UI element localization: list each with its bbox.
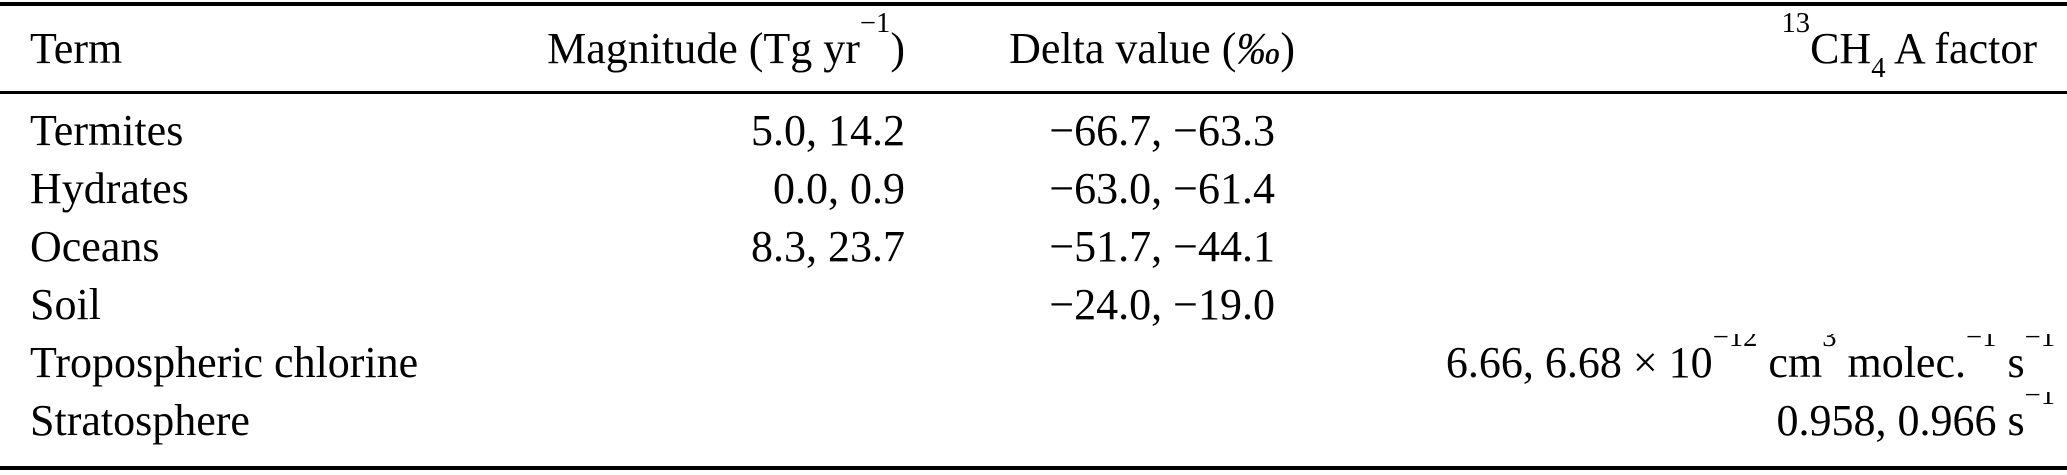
cell-magnitude: 0.0, 0.9 — [773, 164, 905, 213]
cell-afactor: 0.958, 0.966 s−1 — [1776, 392, 2055, 445]
cell-delta — [905, 334, 1295, 392]
cell-magnitude — [480, 276, 905, 334]
table-row-tropospheric-chlorine: Tropospheric chlorine 6.66, 6.68 × 10−12 … — [0, 334, 2067, 392]
table-header: Term Magnitude (Tg yr−1) Delta value (‰) 13… — [0, 4, 2067, 94]
table-row-stratosphere: Stratosphere 0.958, 0.966 s−1 — [0, 392, 2067, 468]
cell-magnitude: 5.0, 14.2 — [751, 106, 905, 155]
column-header-afactor: 13CH4 A factor — [1295, 4, 2067, 94]
cell-delta: −63.0, −61.4 — [1049, 164, 1275, 213]
cell-afactor: 6.66, 6.68 × 10−12 cm3 molec.−1 s−1 — [1445, 334, 2055, 387]
cell-magnitude: 8.3, 23.7 — [751, 222, 905, 271]
column-header-magnitude: Magnitude (Tg yr−1) — [480, 4, 905, 94]
cell-afactor — [1295, 160, 2067, 218]
header-row: Term Magnitude (Tg yr−1) Delta value (‰) 13… — [0, 4, 2067, 94]
cell-delta: −24.0, −19.0 — [1049, 280, 1275, 329]
cell-term: Termites — [30, 106, 184, 155]
cell-afactor — [1295, 93, 2067, 161]
cell-delta: −66.7, −63.3 — [1049, 106, 1275, 155]
column-header-delta: Delta value (‰) — [905, 4, 1295, 94]
table-row-soil: Soil −24.0, −19.0 — [0, 276, 2067, 334]
cell-term: Hydrates — [30, 164, 189, 213]
cell-term: Oceans — [30, 222, 160, 271]
cell-term: Stratosphere — [30, 396, 250, 445]
cell-term: Tropospheric chlorine — [30, 338, 419, 387]
column-header-term: Term — [0, 4, 480, 94]
cell-term: Soil — [30, 280, 101, 329]
table-row-hydrates: Hydrates 0.0, 0.9 −63.0, −61.4 — [0, 160, 2067, 218]
table-row-termites: Termites 5.0, 14.2 −66.7, −63.3 — [0, 93, 2067, 161]
table-row-oceans: Oceans 8.3, 23.7 −51.7, −44.1 — [0, 218, 2067, 276]
cell-delta: −51.7, −44.1 — [1049, 222, 1275, 271]
cell-afactor — [1295, 218, 2067, 276]
cell-delta — [905, 392, 1295, 468]
cell-magnitude — [480, 392, 905, 468]
cell-afactor — [1295, 276, 2067, 334]
table-body: Termites 5.0, 14.2 −66.7, −63.3 Hydrates 0.0… — [0, 93, 2067, 469]
cell-magnitude — [480, 334, 905, 392]
